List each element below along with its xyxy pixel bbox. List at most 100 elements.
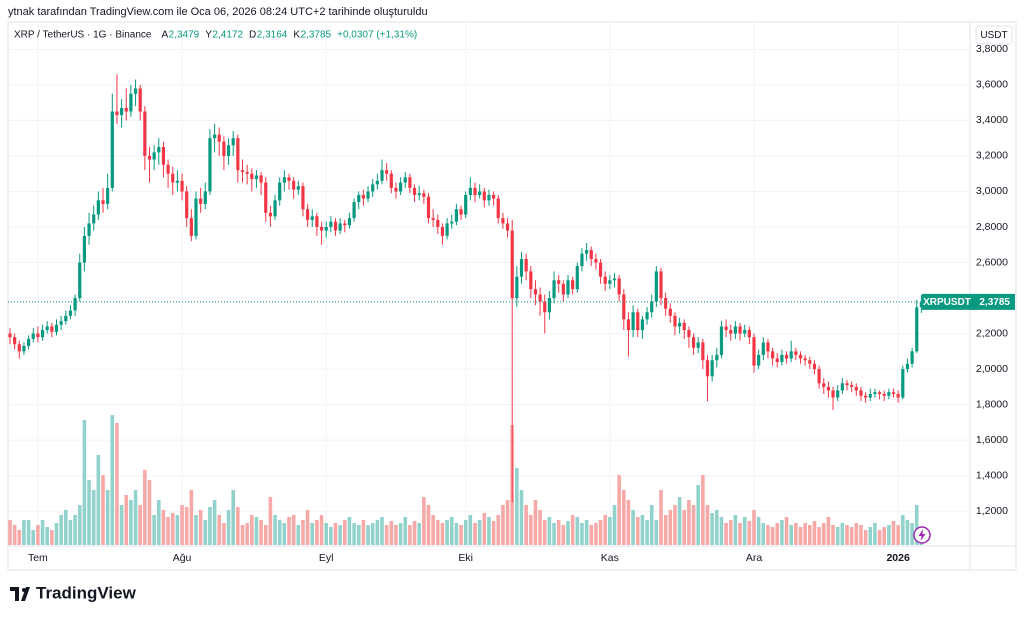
candle-body <box>678 322 682 327</box>
volume-bar <box>608 517 612 545</box>
candle-body <box>631 312 635 331</box>
volume-bar <box>110 415 115 545</box>
candle-body <box>696 342 700 348</box>
volume-bar <box>231 490 235 545</box>
candle-body <box>329 221 333 227</box>
volume-bar <box>40 520 45 545</box>
x-tick-label: Eki <box>458 552 473 564</box>
candle-body <box>501 218 505 224</box>
candle-body <box>361 195 365 199</box>
volume-bar <box>789 525 793 545</box>
volume-bar <box>468 515 473 545</box>
candle-body <box>817 369 821 384</box>
candle-body <box>729 330 733 334</box>
candle-body <box>352 202 356 219</box>
candle-body <box>50 326 54 332</box>
volume-bar <box>277 520 282 545</box>
candle-body <box>431 218 435 220</box>
volume-bar <box>645 520 649 545</box>
candle-body <box>157 147 161 153</box>
candle-body <box>385 170 389 174</box>
volume-bar <box>36 525 40 545</box>
candle-body <box>496 198 500 219</box>
volume-bar <box>570 515 575 545</box>
logo[interactable]: TradingView <box>10 583 137 602</box>
candle-body <box>826 386 830 391</box>
volume-bar <box>626 500 631 545</box>
volume-bar <box>263 525 268 545</box>
volume-bar <box>891 521 896 545</box>
volume-bar <box>529 515 533 545</box>
candle-body <box>143 111 147 156</box>
volume-bar <box>821 523 826 545</box>
volume-bar <box>868 527 873 545</box>
volume-bar <box>198 510 203 545</box>
volume-bar <box>496 515 501 545</box>
candle-body <box>585 250 589 254</box>
candle-body <box>106 187 110 204</box>
candle-body <box>22 346 26 352</box>
x-tick-label: Kas <box>601 552 619 564</box>
candle-body <box>226 145 231 156</box>
volume-bar <box>854 523 859 545</box>
y-tick-label: 1,8000 <box>976 398 1008 410</box>
candle-body <box>659 271 663 299</box>
candle-body <box>589 250 593 259</box>
ohlc-value: 2,3164 <box>257 30 288 41</box>
volume-pane <box>8 415 924 545</box>
volume-bar <box>370 523 375 545</box>
volume-bar <box>87 480 91 545</box>
volume-bar <box>515 468 519 545</box>
volume-bar <box>887 525 891 545</box>
candle-body <box>831 390 835 398</box>
volume-bar <box>222 523 226 545</box>
volume-bar <box>617 475 621 545</box>
candle-body <box>482 191 486 201</box>
candle-body <box>96 200 100 215</box>
candle-body <box>543 301 547 313</box>
volume-bar <box>533 500 538 545</box>
candle-body <box>152 152 156 160</box>
volume-bar <box>584 520 589 545</box>
candle-body <box>110 111 114 188</box>
candle-body <box>580 253 584 267</box>
currency-box[interactable] <box>975 25 1013 45</box>
volume-bar <box>119 505 124 545</box>
candle-body <box>710 360 714 377</box>
volume-bar <box>273 515 277 545</box>
candle-body <box>454 209 458 222</box>
candle-body <box>259 175 263 183</box>
candle-body <box>771 351 775 359</box>
volume-bar <box>775 523 780 545</box>
candle-body <box>673 315 677 327</box>
candle-body <box>505 223 510 231</box>
volume-bar <box>668 510 673 545</box>
volume-bar <box>105 490 110 545</box>
candle-body <box>92 214 96 224</box>
candle-body <box>296 186 300 190</box>
candle-body <box>27 338 31 347</box>
candle-body <box>208 138 212 192</box>
candle-body <box>752 337 756 366</box>
volume-bar <box>436 520 440 545</box>
axes: 1,20001,40001,60001,80002,00002,20002,40… <box>8 43 1015 564</box>
volume-bar <box>631 510 635 545</box>
volume-bar <box>580 523 584 545</box>
candle-body <box>882 393 886 396</box>
candle-body <box>705 360 710 377</box>
y-tick-label: 2,2000 <box>976 327 1008 339</box>
candle-body <box>887 392 891 396</box>
candle-body <box>715 354 719 361</box>
volume-bar <box>463 520 468 545</box>
volume-bar <box>147 480 152 545</box>
volume-bar <box>752 510 756 545</box>
y-tick-label: 3,2000 <box>976 150 1008 162</box>
candle-body <box>803 358 807 361</box>
candle-body <box>682 322 686 331</box>
volume-bar <box>333 523 338 545</box>
volume-bar <box>840 523 845 545</box>
volume-bar <box>687 500 691 545</box>
alert-icon[interactable] <box>913 526 931 544</box>
candle-body <box>784 354 789 359</box>
candle-body <box>254 175 259 180</box>
